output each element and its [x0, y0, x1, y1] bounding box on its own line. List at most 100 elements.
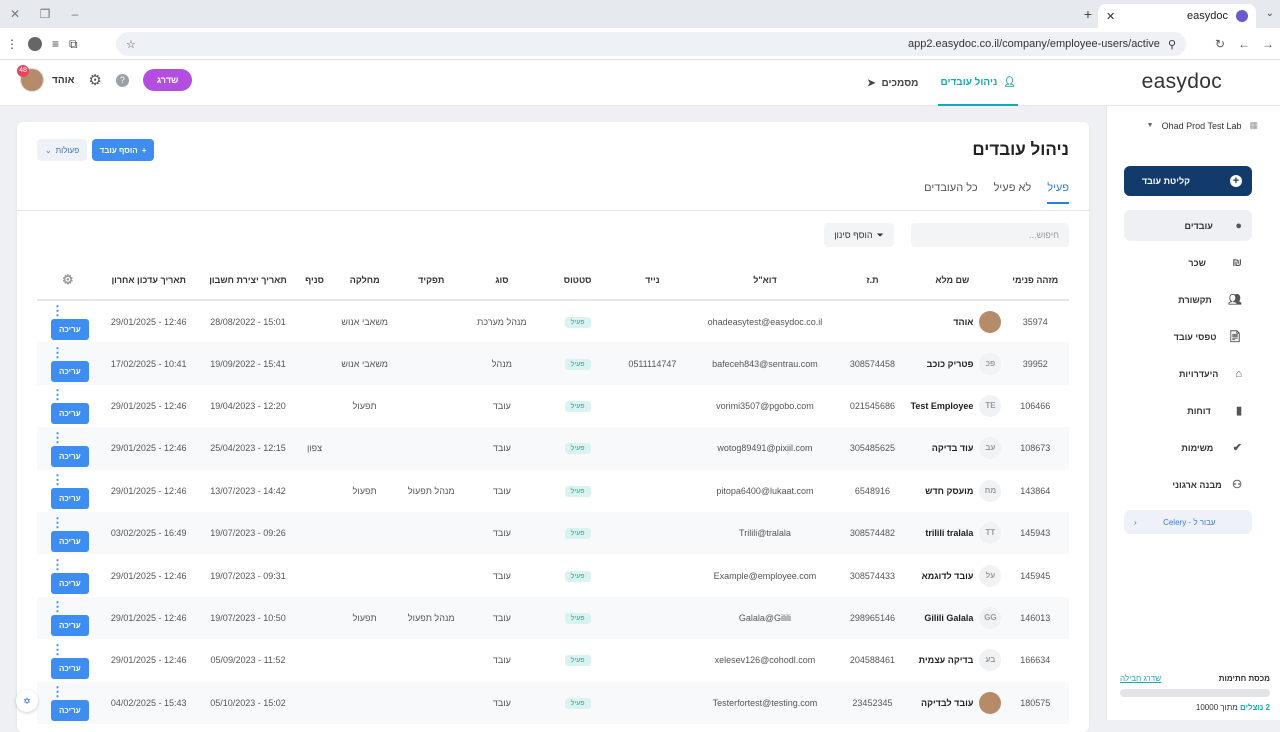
cell-id: 145945: [1020, 570, 1051, 581]
user-name[interactable]: אוהד: [52, 74, 75, 86]
employee-name[interactable]: Gilili Galala: [924, 612, 974, 623]
sidebar-item-absences[interactable]: ⌂ היעדרויות: [1124, 358, 1252, 389]
edit-button[interactable]: עריכה: [51, 530, 89, 552]
search-input[interactable]: חיפוש...: [911, 223, 1069, 247]
edit-button[interactable]: עריכה: [51, 445, 89, 467]
user-avatar[interactable]: 48: [17, 65, 44, 92]
back-icon[interactable]: →: [1262, 37, 1274, 51]
tab-active[interactable]: פעיל: [1047, 182, 1069, 204]
tab-inactive[interactable]: לא פעיל: [993, 182, 1032, 194]
close-tab-icon[interactable]: ✕: [1106, 10, 1116, 23]
kebab-menu-icon[interactable]: ⋮: [51, 429, 64, 445]
celery-link[interactable]: עבור ל - Celery ‹: [1124, 510, 1252, 534]
nav-employee-management[interactable]: 👤︎ ניהול עובדים: [938, 60, 1018, 106]
employee-name[interactable]: אוהד: [953, 316, 974, 327]
sidebar-item-tasks[interactable]: ✔ משימות: [1124, 432, 1252, 463]
column-header[interactable]: ת.ז: [841, 260, 904, 301]
actions-dropdown[interactable]: פעולות ⌄: [37, 139, 87, 161]
menu-icon[interactable]: ⋮: [6, 37, 18, 51]
upgrade-package-link[interactable]: שדרג חבילה: [1120, 674, 1162, 683]
edit-button[interactable]: עריכה: [51, 615, 89, 637]
table-row[interactable]: 180575 עובד לבדיקה 23452345 Testerfortest@t…: [37, 681, 1069, 724]
onboard-employee-button[interactable]: + קליטת עובד: [1124, 166, 1252, 196]
kebab-menu-icon[interactable]: ⋮: [51, 472, 64, 488]
column-header[interactable]: תפקיד: [397, 260, 466, 301]
table-row[interactable]: 106466 TE Test Employee 021545686 vorimi3507…: [37, 385, 1069, 427]
edit-button[interactable]: עריכה: [51, 657, 89, 679]
onboard-label: קליטת עובד: [1141, 176, 1190, 186]
nav-documents[interactable]: מסמכים ➤: [865, 60, 920, 106]
employee-name[interactable]: מועסק חדש: [925, 485, 974, 496]
bookmark-star-icon[interactable]: ☆: [126, 38, 136, 51]
restore-window-icon[interactable]: ❐: [39, 7, 51, 21]
employee-name[interactable]: trilili tralala: [925, 528, 974, 539]
sidebar-item-org-structure[interactable]: ⚇ מבנה ארגוני: [1124, 469, 1252, 500]
add-filter-button[interactable]: ⏷ הוסף סינון: [824, 223, 894, 247]
column-header[interactable]: תאריך יצירת חשבון: [198, 260, 298, 301]
add-employee-button[interactable]: + הוסף עובד: [92, 139, 154, 161]
logo[interactable]: easydoc: [1142, 70, 1222, 94]
table-row[interactable]: 143864 מח מועסק חדש 6548916 pitopa6400@lukaa…: [37, 470, 1069, 512]
gear-icon[interactable]: ⚙: [88, 72, 102, 89]
help-icon[interactable]: ?: [115, 73, 129, 87]
tab-all[interactable]: כל העובדים: [924, 182, 978, 194]
sidebar-item-employees[interactable]: ● עובדים: [1124, 210, 1252, 241]
forward-icon[interactable]: ←: [1238, 37, 1250, 51]
kebab-menu-icon[interactable]: ⋮: [51, 303, 64, 319]
table-row[interactable]: 166634 בע בדיקה עצמית 204588461 xelesev126@c…: [37, 639, 1069, 681]
kebab-menu-icon[interactable]: ⋮: [51, 514, 64, 530]
kebab-menu-icon[interactable]: ⋮: [51, 387, 64, 403]
edit-button[interactable]: עריכה: [51, 403, 89, 425]
reload-icon[interactable]: ↻: [1214, 37, 1226, 51]
column-header[interactable]: סניף: [297, 260, 332, 301]
sidebar-item-communication[interactable]: 👥︎ תקשורת: [1124, 284, 1252, 315]
sidebar-item-reports[interactable]: ▮ דוחות: [1124, 395, 1252, 426]
kebab-menu-icon[interactable]: ⋮: [51, 345, 64, 361]
column-header[interactable]: מזהה פנימי: [1001, 260, 1069, 301]
column-header[interactable]: סוג: [465, 260, 539, 301]
company-selector[interactable]: ▦ Ohad Prod Test Lab ▼: [1147, 120, 1258, 131]
edit-button[interactable]: עריכה: [51, 319, 89, 341]
column-header[interactable]: תאריך עדכון אחרון: [98, 260, 199, 301]
employee-name[interactable]: עובד לבדיקה: [921, 697, 974, 708]
profile-icon[interactable]: [28, 37, 42, 51]
tab-search-chevron-icon[interactable]: ⌄: [1265, 8, 1274, 19]
column-header[interactable]: סטטוס: [538, 260, 617, 301]
column-header[interactable]: מחלקה: [331, 260, 398, 301]
browser-tab[interactable]: easydoc ✕: [1098, 4, 1256, 28]
edit-button[interactable]: עריכה: [51, 361, 89, 383]
edit-button[interactable]: עריכה: [51, 573, 89, 595]
kebab-menu-icon[interactable]: ⋮: [51, 557, 64, 573]
minimize-window-icon[interactable]: –: [71, 7, 79, 21]
column-header[interactable]: שם מלא: [903, 260, 1002, 301]
new-tab-icon[interactable]: +: [1083, 6, 1092, 22]
employee-name[interactable]: עוד בדיקה: [931, 443, 974, 454]
sidebar-item-forms[interactable]: 📄︎ טפסי עובד: [1124, 321, 1252, 352]
table-row[interactable]: 35974 אוהד ohadeasytest@easydoc.co.il פעיל מ…: [37, 300, 1069, 342]
kebab-menu-icon[interactable]: ⋮: [51, 641, 64, 657]
table-row[interactable]: 146013 GG Gilili Galala 298965146 Galala@Gil…: [37, 596, 1069, 640]
extensions-icon[interactable]: ⧉: [69, 36, 78, 51]
table-row[interactable]: 39952 פכ פטריק כוכב 308574458 bafeceh843@sen…: [37, 342, 1069, 385]
kebab-menu-icon[interactable]: ⋮: [51, 684, 64, 700]
column-header[interactable]: דוא"ל: [688, 260, 842, 301]
edit-button[interactable]: עריכה: [51, 700, 89, 722]
kebab-menu-icon[interactable]: ⋮: [51, 599, 64, 615]
upgrade-button[interactable]: שדרג: [142, 69, 193, 91]
column-settings-icon[interactable]: ⚙: [37, 260, 99, 301]
employee-name[interactable]: עובד לדוגמא: [921, 570, 974, 581]
table-row[interactable]: 145943 TT trilili tralala 308574482 Trilili@…: [37, 511, 1069, 555]
reading-list-icon[interactable]: ≡: [52, 37, 60, 51]
employee-name[interactable]: בדיקה עצמית: [918, 655, 974, 666]
close-window-icon[interactable]: ✕: [9, 7, 21, 21]
employee-name[interactable]: Test Employee: [910, 400, 974, 411]
employee-name[interactable]: פטריק כוכב: [926, 358, 974, 369]
column-header[interactable]: נייד: [616, 260, 689, 301]
table-row[interactable]: 145945 על עובד לדוגמא 308574433 Example@empl…: [37, 554, 1069, 596]
address-bar[interactable]: ☆ app2.easydoc.co.il/company/employee-us…: [116, 32, 1186, 56]
sidebar-item-salary[interactable]: ₪ שכר: [1124, 247, 1252, 278]
language-flag-icon[interactable]: ✡: [16, 690, 38, 712]
site-settings-icon[interactable]: ⚲: [1167, 38, 1176, 51]
edit-button[interactable]: עריכה: [51, 488, 89, 510]
table-row[interactable]: 108673 עב עוד בדיקה 305485625 wotog89491@pix…: [37, 427, 1069, 470]
